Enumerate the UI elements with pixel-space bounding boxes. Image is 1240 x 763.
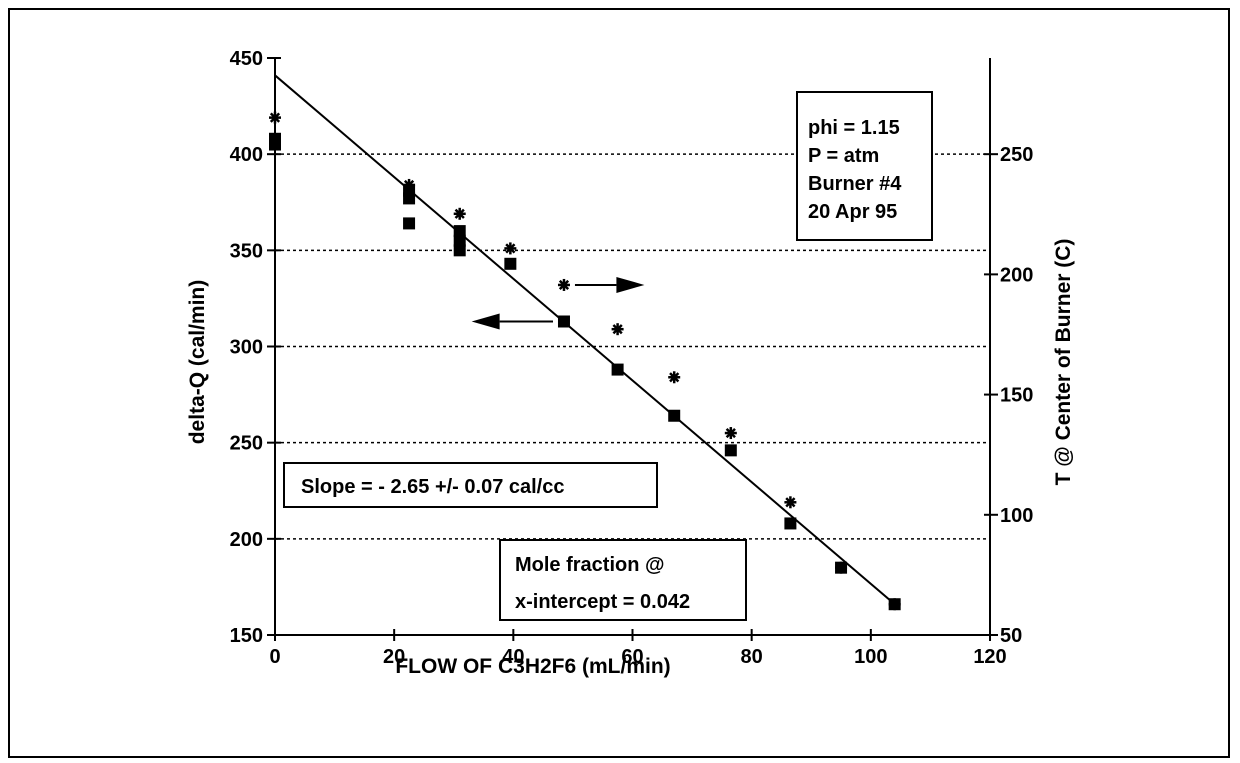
- arrow-left: [471, 313, 553, 330]
- square-point: [453, 225, 466, 238]
- y2-axis-ticks: 50 100 150 200 250: [984, 144, 1033, 647]
- square-point: [453, 234, 466, 247]
- x-tick-label-20: 20: [383, 646, 405, 668]
- y2-tick-label-150: 150: [1000, 385, 1033, 407]
- y2-tick-label-200: 200: [1000, 264, 1033, 286]
- asterisk-point: [835, 561, 848, 574]
- asterisk-point: [888, 598, 901, 611]
- arrow-right: [574, 276, 645, 293]
- y-axis-ticks: 150 200 250 300 350 400 450: [230, 48, 281, 647]
- y-tick-label-200: 200: [230, 529, 263, 551]
- square-point: [611, 363, 624, 376]
- slope-label: Slope = - 2.65 +/- 0.07 cal/cc: [301, 476, 565, 498]
- slope-box: Slope = - 2.65 +/- 0.07 cal/cc: [283, 462, 658, 508]
- y-tick-label-400: 400: [230, 144, 263, 166]
- x-tick-label-40: 40: [502, 646, 524, 668]
- x-tick-label-60: 60: [621, 646, 643, 668]
- asterisk-point: [724, 427, 737, 440]
- figure-frame: [8, 8, 1230, 758]
- y-axis-label: delta-Q (cal/min): [186, 280, 209, 445]
- x-tick-label-100: 100: [854, 646, 887, 668]
- mole-fraction-line2: x-intercept = 0.042: [515, 591, 690, 613]
- arrows: [471, 276, 645, 330]
- asterisk-point: [403, 178, 416, 191]
- square-point: [269, 132, 281, 145]
- asterisk-point: [504, 242, 517, 255]
- conditions-box: phi = 1.15 P = atm Burner #4 20 Apr 95: [796, 91, 933, 241]
- asterisk-point: [557, 278, 570, 291]
- y2-tick-label-100: 100: [1000, 505, 1033, 527]
- y2-tick-label-50: 50: [1000, 625, 1022, 647]
- square-point: [504, 257, 517, 270]
- square-point: [453, 244, 466, 257]
- asterisk-point: [269, 111, 281, 124]
- condition-pressure: P = atm: [808, 145, 879, 167]
- fit-line: [274, 74, 896, 605]
- square-point: [557, 315, 570, 328]
- condition-burner: Burner #4: [808, 173, 902, 195]
- square-point: [784, 517, 797, 530]
- condition-date: 20 Apr 95: [808, 201, 897, 223]
- mole-fraction-line1: Mole fraction @: [515, 554, 665, 576]
- square-point: [403, 217, 416, 230]
- square-point: [724, 444, 737, 457]
- asterisk-point: [668, 371, 681, 384]
- y-tick-label-150: 150: [230, 625, 263, 647]
- condition-phi: phi = 1.15: [808, 117, 900, 139]
- y-tick-label-450: 450: [230, 48, 263, 70]
- y2-tick-label-250: 250: [1000, 144, 1033, 166]
- y2-axis-label: T @ Center of Burner (C): [1052, 239, 1075, 486]
- asterisk-point: [784, 496, 797, 509]
- asterisk-point: [611, 323, 624, 336]
- data-points: [269, 111, 901, 611]
- y-tick-label-250: 250: [230, 433, 263, 455]
- asterisk-point: [453, 207, 466, 220]
- mole-fraction-box: Mole fraction @ x-intercept = 0.042: [499, 539, 747, 621]
- square-point: [668, 409, 681, 422]
- x-axis-ticks: 0 20 40 60 80 100 120: [269, 629, 1007, 668]
- y-tick-label-350: 350: [230, 240, 263, 262]
- regression-line: [274, 74, 896, 605]
- x-tick-label-0: 0: [269, 646, 280, 668]
- x-tick-label-120: 120: [973, 646, 1006, 668]
- x-tick-label-80: 80: [741, 646, 763, 668]
- y-tick-label-300: 300: [230, 337, 263, 359]
- x-axis-label: FLOW OF C3H2F6 (mL/min): [395, 655, 670, 678]
